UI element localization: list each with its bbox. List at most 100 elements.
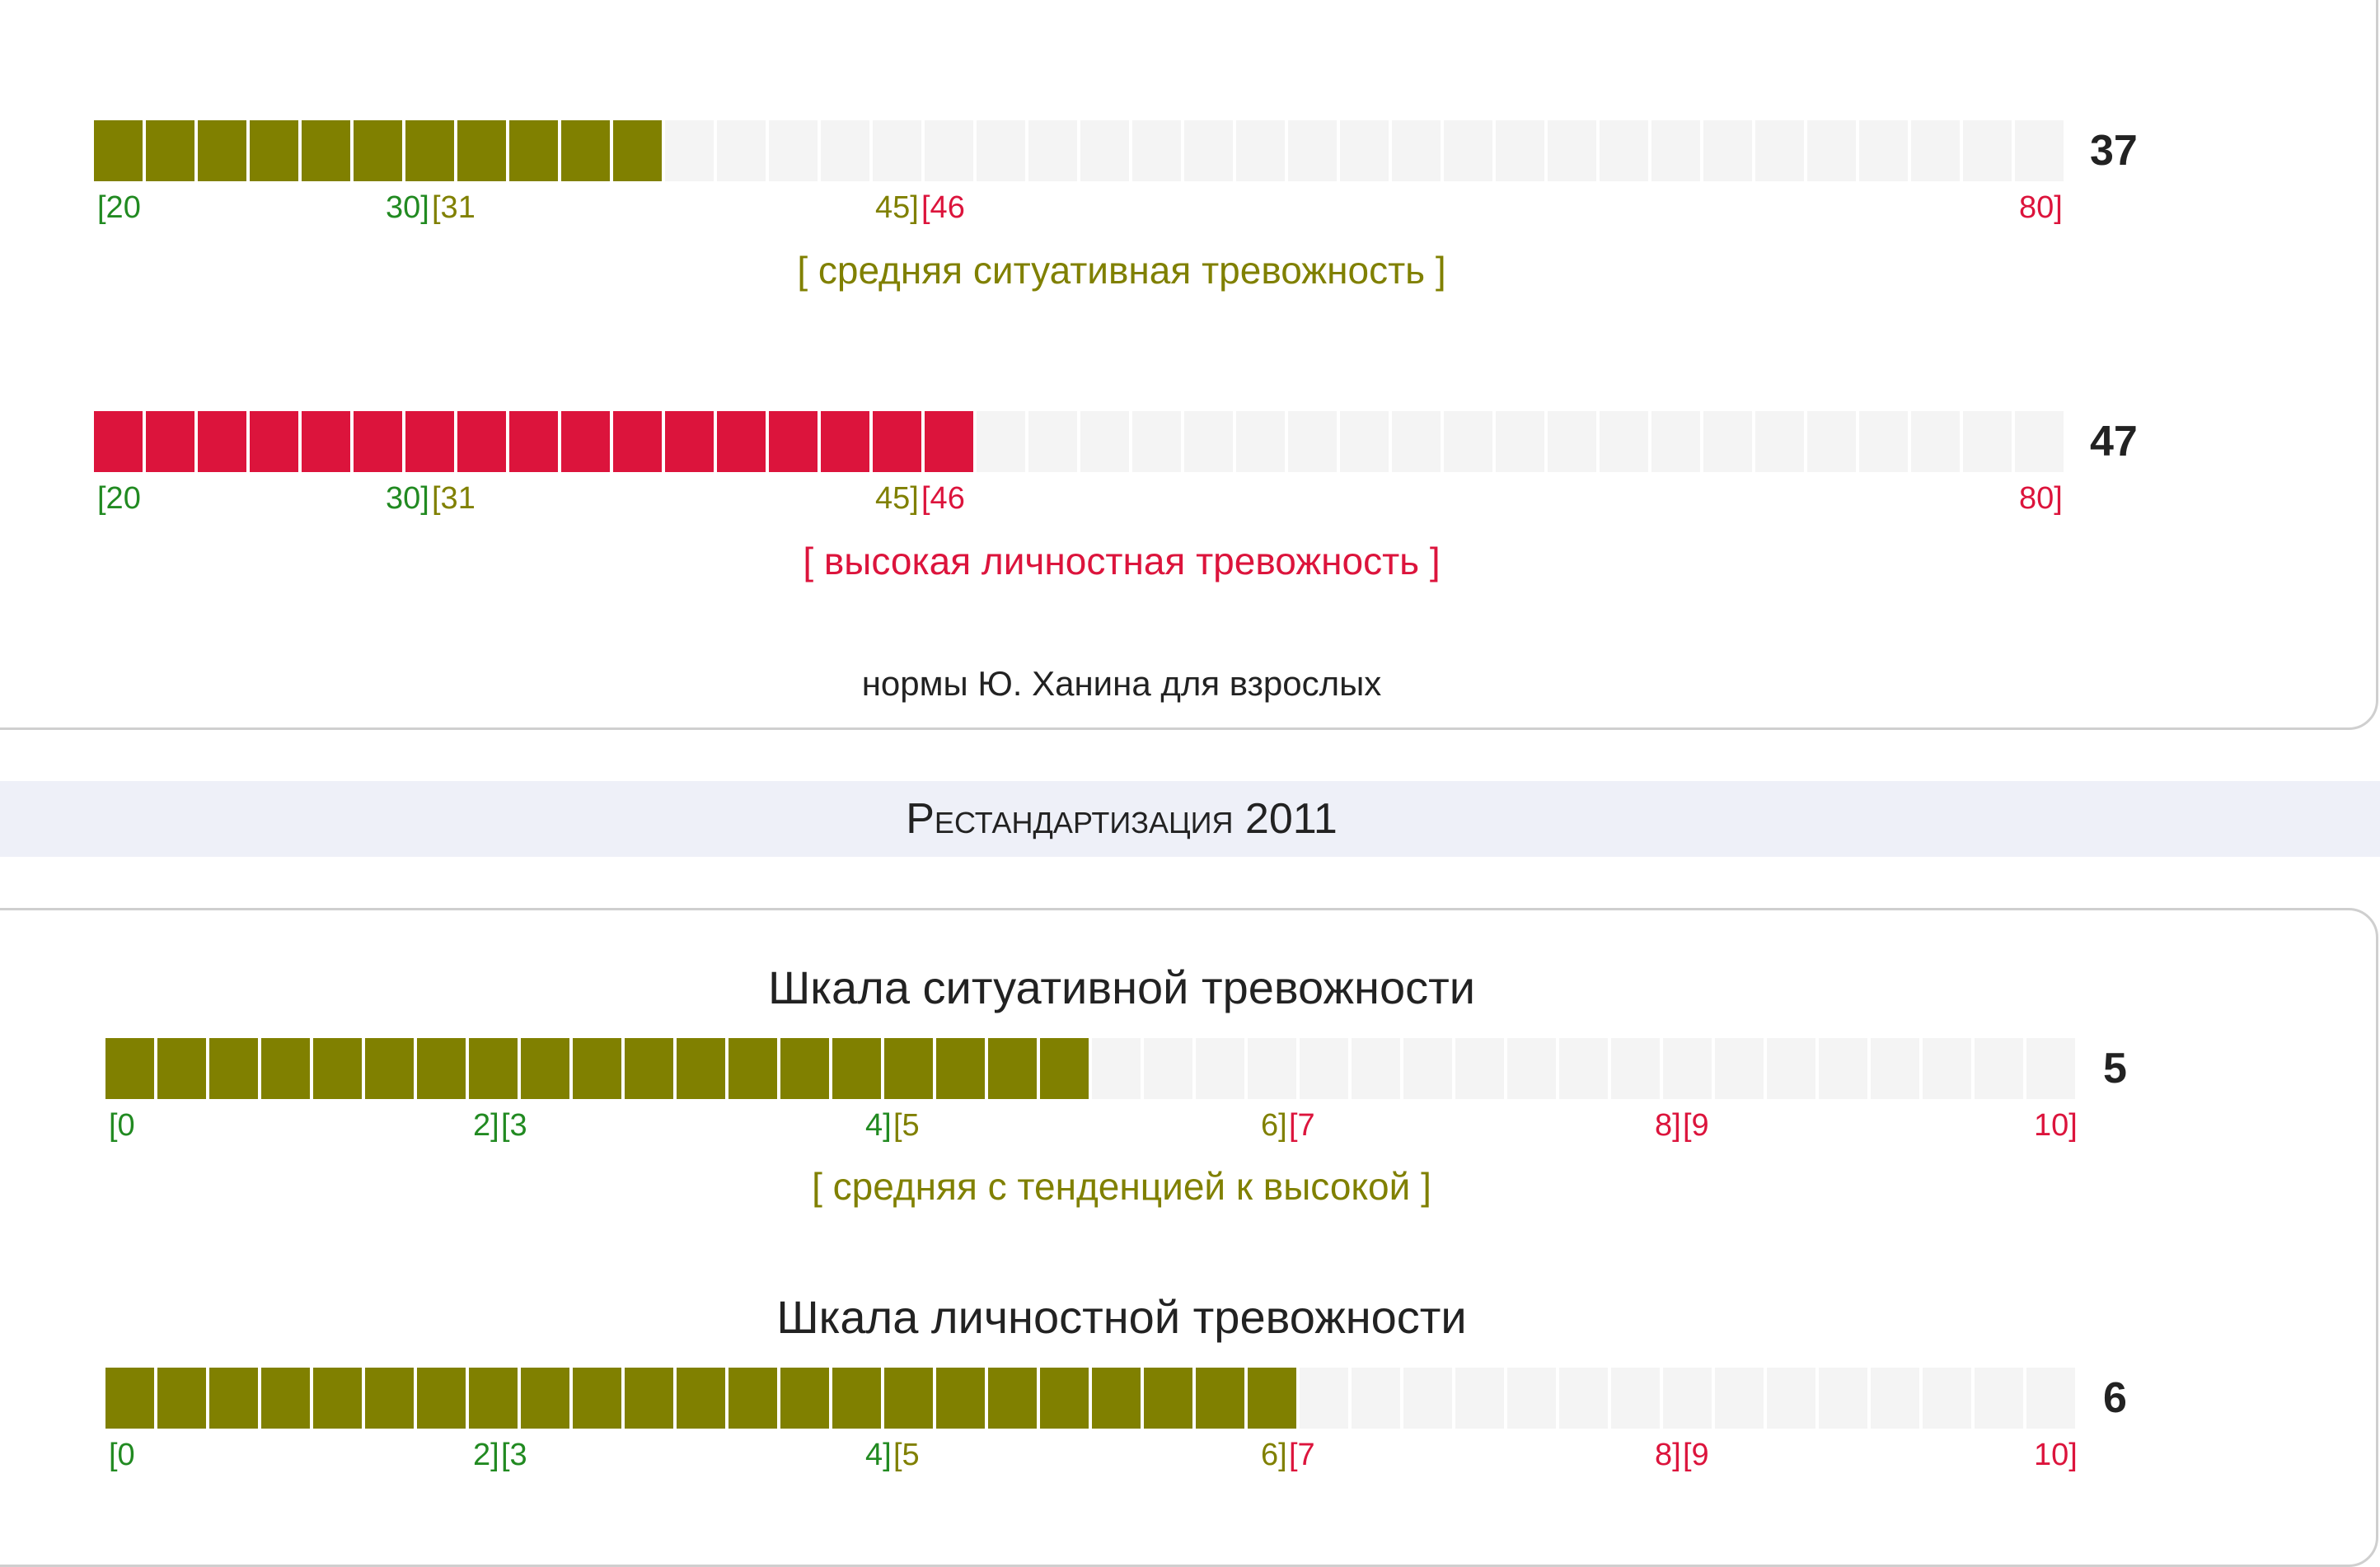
bar-cell-filled <box>457 120 506 181</box>
section-header-restandardization: Рестандартизация 2011 <box>0 781 2380 857</box>
tick-label: 30] <box>386 481 429 516</box>
tick-label: 80] <box>2019 481 2063 516</box>
bar-cell-filled <box>261 1368 310 1429</box>
bar-cell-filled <box>573 1038 621 1099</box>
bar-cell-empty <box>1496 411 1544 472</box>
bar-cell-empty <box>1600 120 1648 181</box>
bar-cell-filled <box>302 120 350 181</box>
khanin-personal-verdict: [ высокая личностная тревожность ] <box>803 540 1441 582</box>
bar-cell-filled <box>1040 1038 1089 1099</box>
tick-label: 6] <box>1261 1108 1287 1143</box>
bar-cell-filled <box>613 411 662 472</box>
bar-cell-empty <box>1352 1038 1400 1099</box>
bar-cell-filled <box>509 411 558 472</box>
bar-cell-empty <box>1132 120 1181 181</box>
tick-label: [9 <box>1683 1438 1709 1472</box>
bar-cell-empty <box>1248 1038 1296 1099</box>
bar-cell-empty <box>1755 120 1804 181</box>
bar-cell-empty <box>1507 1368 1556 1429</box>
situational-scale-title: Шкала ситуативной тревожности <box>767 961 1476 1013</box>
bar-cell-filled <box>1040 1368 1089 1429</box>
bar-cell-empty <box>1963 120 2012 181</box>
bar-cell-empty <box>1859 120 1908 181</box>
bar-cell-empty <box>1455 1368 1504 1429</box>
bar-cell-filled <box>146 120 194 181</box>
tick-label: 80] <box>2019 190 2063 225</box>
bar-cell-empty <box>821 120 869 181</box>
bar-cell-filled <box>884 1038 933 1099</box>
bar-cell-empty <box>873 120 921 181</box>
tick-label: [31 <box>432 481 476 516</box>
bar-cell-filled <box>729 1038 777 1099</box>
bar-cell-empty <box>1300 1368 1348 1429</box>
khanin-personal-bar <box>94 411 2064 472</box>
tick-label: [7 <box>1289 1438 1315 1472</box>
bar-cell-filled <box>988 1038 1037 1099</box>
bar-cell-empty <box>1403 1038 1452 1099</box>
tick-label: 2] <box>473 1438 499 1472</box>
bar-cell-empty <box>977 411 1025 472</box>
bar-cell-filled <box>198 120 246 181</box>
bar-cell-filled <box>936 1368 985 1429</box>
restandard-situational-verdict: [ средняя с тенденцией к высокой ] <box>812 1165 1431 1208</box>
bar-cell-empty <box>1871 1368 1919 1429</box>
bar-cell-filled <box>105 1038 154 1099</box>
bar-cell-filled <box>832 1368 881 1429</box>
bar-cell-empty <box>1975 1368 2023 1429</box>
bar-cell-filled <box>209 1038 258 1099</box>
bar-cell-filled <box>521 1038 569 1099</box>
tick-label: [9 <box>1683 1108 1709 1143</box>
bar-cell-empty <box>1559 1038 1608 1099</box>
bar-cell-filled <box>509 120 558 181</box>
bar-cell-filled <box>157 1368 206 1429</box>
bar-cell-empty <box>1767 1038 1815 1099</box>
bar-cell-filled <box>884 1368 933 1429</box>
bar-cell-empty <box>1196 1038 1244 1099</box>
bar-cell-empty <box>1352 1368 1400 1429</box>
tick-label: 10] <box>2034 1108 2078 1143</box>
bar-cell-empty <box>2015 411 2064 472</box>
bar-cell-filled <box>521 1368 569 1429</box>
tick-label: [7 <box>1289 1108 1315 1143</box>
bar-cell-empty <box>1807 411 1856 472</box>
bar-cell-filled <box>313 1038 362 1099</box>
bar-cell-empty <box>1288 120 1337 181</box>
tick-label: 10] <box>2034 1438 2078 1472</box>
bar-cell-empty <box>1455 1038 1504 1099</box>
bar-cell-empty <box>2026 1368 2075 1429</box>
bar-cell-filled <box>250 120 298 181</box>
bar-cell-empty <box>1715 1368 1764 1429</box>
bar-cell-filled <box>198 411 246 472</box>
bar-cell-empty <box>1611 1038 1660 1099</box>
tick-label: 4] <box>865 1438 892 1472</box>
bar-cell-empty <box>1703 411 1752 472</box>
bar-cell-empty <box>977 120 1025 181</box>
khanin-situational-verdict: [ средняя ситуативная тревожность ] <box>797 249 1446 292</box>
bar-cell-empty <box>769 120 818 181</box>
bar-cell-filled <box>677 1368 725 1429</box>
bar-cell-filled <box>405 120 454 181</box>
bar-cell-empty <box>1548 411 1596 472</box>
tick-label: [5 <box>893 1438 920 1472</box>
tick-label: 45] <box>875 190 919 225</box>
bar-cell-empty <box>1028 120 1077 181</box>
bar-cell-empty <box>1871 1038 1919 1099</box>
restandard-situational-bar <box>105 1038 2075 1099</box>
restandard-results-panel <box>0 908 2378 1567</box>
bar-cell-filled <box>821 411 869 472</box>
tick-label: [3 <box>501 1108 527 1143</box>
bar-cell-filled <box>1248 1368 1296 1429</box>
bar-cell-empty <box>1911 120 1960 181</box>
bar-cell-filled <box>94 120 143 181</box>
bar-cell-filled <box>780 1038 829 1099</box>
tick-label: [0 <box>109 1438 135 1472</box>
bar-cell-filled <box>613 120 662 181</box>
section-title: Рестандартизация 2011 <box>906 795 1338 843</box>
bar-cell-empty <box>1080 120 1129 181</box>
bar-cell-empty <box>1444 411 1492 472</box>
bar-cell-filled <box>146 411 194 472</box>
bar-cell-filled <box>729 1368 777 1429</box>
bar-cell-filled <box>302 411 350 472</box>
tick-label: [46 <box>921 481 965 516</box>
bar-cell-filled <box>469 1368 518 1429</box>
